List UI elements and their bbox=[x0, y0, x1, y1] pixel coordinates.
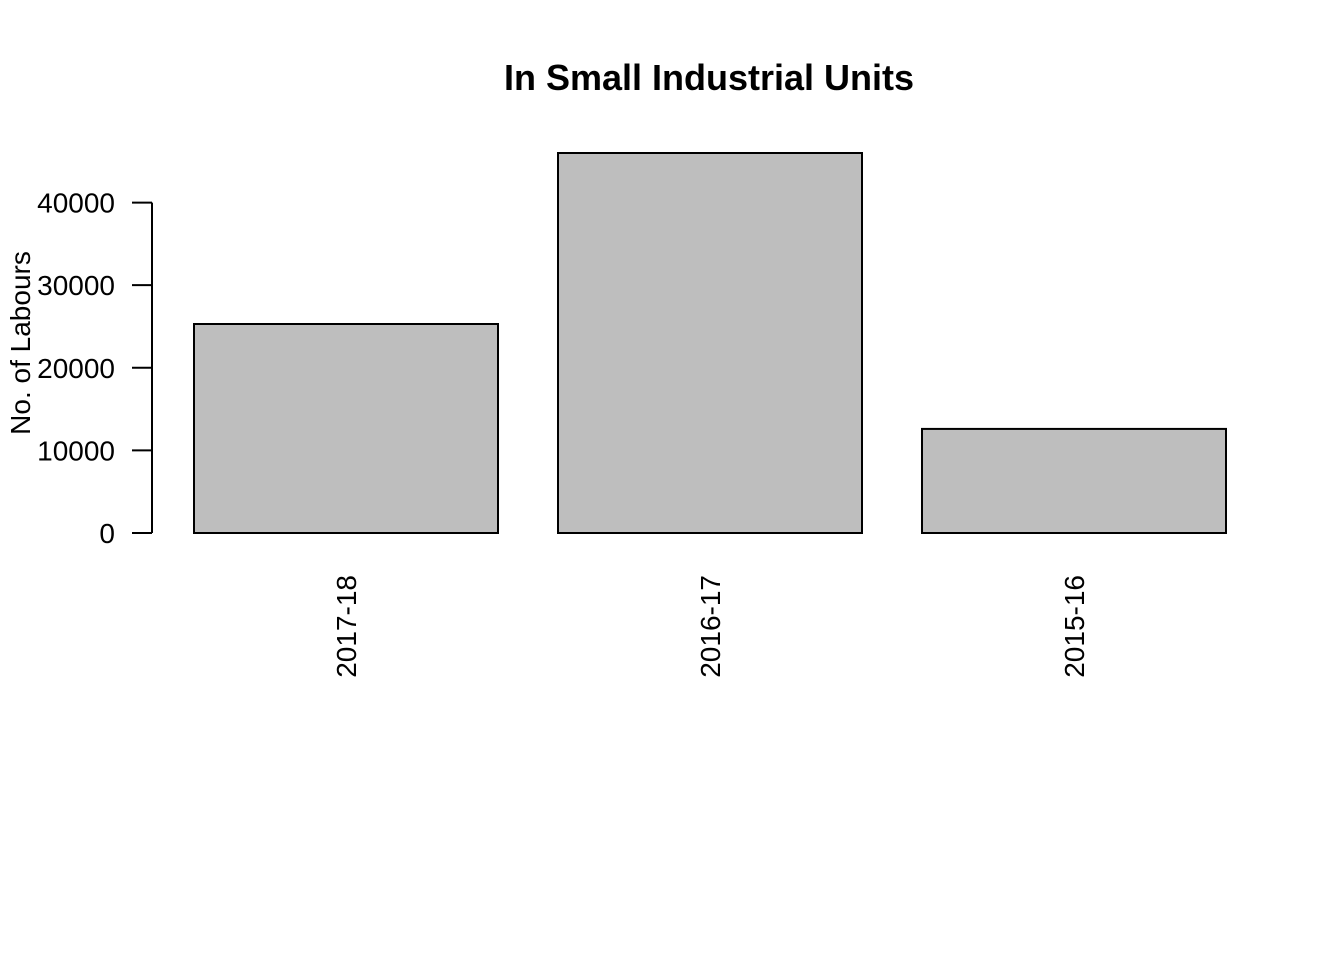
y-tick-label: 10000 bbox=[37, 435, 115, 466]
x-axis-labels: 2017-18 2016-17 2015-16 bbox=[331, 575, 1090, 678]
y-tick-label: 0 bbox=[99, 518, 115, 549]
bar bbox=[921, 427, 1227, 535]
y-axis: 0 10000 20000 30000 40000 bbox=[37, 188, 153, 549]
chart-title: In Small Industrial Units bbox=[504, 57, 914, 98]
y-tick-label: 20000 bbox=[37, 353, 115, 384]
x-tick-label: 2016-17 bbox=[695, 575, 726, 678]
bars-group bbox=[193, 152, 1227, 535]
y-tick-label: 40000 bbox=[37, 188, 115, 219]
bar bbox=[557, 152, 863, 534]
bar bbox=[193, 323, 499, 534]
y-axis-title: No. of Labours bbox=[5, 251, 36, 435]
y-tick-label: 30000 bbox=[37, 270, 115, 301]
x-tick-label: 2015-16 bbox=[1059, 575, 1090, 678]
x-tick-label: 2017-18 bbox=[331, 575, 362, 678]
